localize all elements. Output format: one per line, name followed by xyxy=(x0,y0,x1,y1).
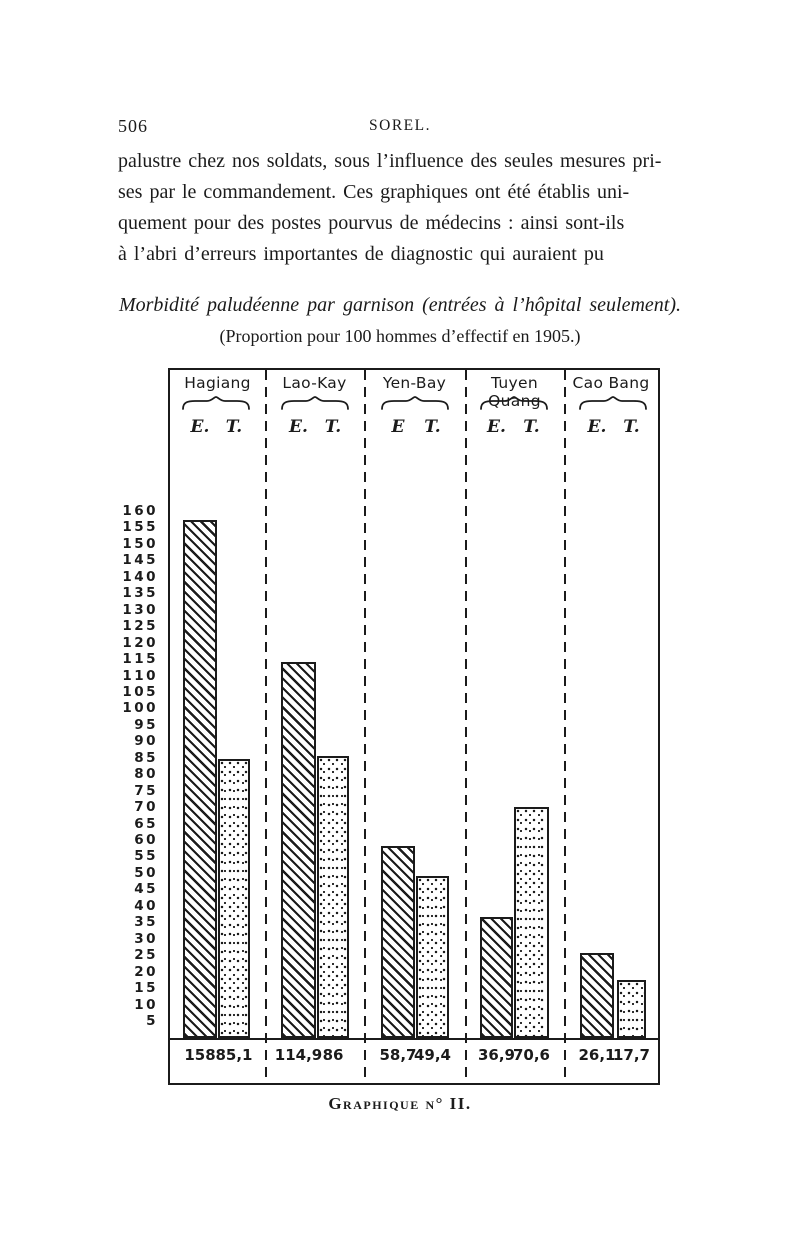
column-header-hagiang: Hagiang xyxy=(184,374,251,392)
y-tick-label: 110 xyxy=(122,667,158,684)
brace-icon xyxy=(182,396,250,410)
bar-cao-bang-e xyxy=(580,952,614,1038)
y-tick-label: 15 xyxy=(134,980,158,997)
brace-icon xyxy=(480,396,548,410)
y-tick-label: 130 xyxy=(122,601,158,618)
y-tick-label: 45 xyxy=(134,881,158,898)
y-tick-label: 85 xyxy=(134,749,158,766)
y-tick-label: 155 xyxy=(122,519,158,536)
y-tick-label: 80 xyxy=(134,766,158,783)
column-header-yen-bay: Yen-Bay xyxy=(382,374,447,392)
column-separator xyxy=(364,370,366,1083)
bar-cao-bang-t xyxy=(617,980,646,1038)
paragraph-line: ses par le commandement. Ces graphiques … xyxy=(118,181,630,203)
bar-hagiang-t xyxy=(218,759,250,1038)
y-tick-label: 5 xyxy=(146,1012,158,1029)
figure-title: Morbidité paludéenne par garnison (entré… xyxy=(118,294,681,316)
y-tick-label: 145 xyxy=(122,552,158,569)
y-tick-label: 135 xyxy=(122,585,158,602)
paragraph-line: palustre chez nos soldats, sous l’influe… xyxy=(118,150,662,172)
brace-icon xyxy=(579,396,647,410)
value-hagiang-t: 85,1 xyxy=(215,1046,253,1064)
chart-baseline xyxy=(170,1038,658,1040)
y-axis-tick-labels: 160 155 150 145 140 135 130 125 120 115 110 105 100 9… xyxy=(98,370,158,1083)
y-tick-label: 20 xyxy=(134,963,158,980)
paragraph-line: quement pour des postes pourvus de médec… xyxy=(118,212,625,234)
y-tick-label: 65 xyxy=(134,815,158,832)
figure-subtitle: (Proportion pour 100 hommes d’effectif e… xyxy=(219,326,581,346)
y-tick-label: 160 xyxy=(122,503,158,519)
brace-icon xyxy=(281,396,349,410)
y-tick-label: 55 xyxy=(134,848,158,865)
value-lao-kay-e: 114,9 xyxy=(274,1046,323,1064)
series-label-t: T. xyxy=(225,417,243,437)
value-tuyen-quang-t: 70,6 xyxy=(512,1046,550,1064)
column-separator xyxy=(265,370,267,1083)
column-header-cao-bang: Cao Bang xyxy=(572,374,650,392)
page-number: 506 xyxy=(118,116,148,136)
y-tick-label: 140 xyxy=(122,568,158,585)
bar-tuyen-quang-e xyxy=(480,917,513,1038)
column-header-lao-kay: Lao-Kay xyxy=(282,374,347,392)
y-tick-label: 125 xyxy=(122,618,158,635)
bar-yen-bay-t xyxy=(416,876,449,1038)
y-tick-label: 25 xyxy=(134,947,158,964)
y-tick-label: 120 xyxy=(122,634,158,651)
bar-lao-kay-t xyxy=(317,756,349,1038)
value-cao-bang-t: 17,7 xyxy=(612,1046,650,1064)
y-tick-label: 105 xyxy=(122,683,158,700)
series-label-e: E. xyxy=(289,417,308,437)
series-label-e: E. xyxy=(190,417,210,437)
series-label-t: T. xyxy=(523,417,540,437)
y-tick-label: 30 xyxy=(134,930,158,947)
bar-yen-bay-e xyxy=(381,845,415,1038)
y-tick-label: 35 xyxy=(134,914,158,931)
value-hagiang-e: 158 xyxy=(184,1046,216,1064)
column-separator xyxy=(564,370,566,1083)
paragraph-line: à l’abri d’erreurs importantes de diagno… xyxy=(118,243,604,265)
column-separator xyxy=(465,370,467,1083)
y-tick-label: 60 xyxy=(134,832,158,848)
y-tick-label: 115 xyxy=(122,651,158,668)
series-label-e: E. xyxy=(487,417,506,437)
bar-hagiang-e xyxy=(183,520,217,1038)
value-yen-bay-e: 58,7 xyxy=(379,1046,417,1064)
bar-tuyen-quang-t xyxy=(514,806,549,1038)
series-label-t: T. xyxy=(623,417,640,437)
y-tick-label: 95 xyxy=(134,716,158,733)
chart-frame: Hagiang Lao-Kay Yen-Bay Tuyen Quang Cao … xyxy=(168,368,660,1085)
y-tick-label: 70 xyxy=(134,799,158,816)
y-tick-label: 50 xyxy=(134,864,158,881)
series-label-t: T. xyxy=(324,417,342,437)
series-label-e: E. xyxy=(587,417,607,437)
y-tick-label: 150 xyxy=(122,535,158,552)
bar-lao-kay-e xyxy=(281,661,316,1038)
value-lao-kay-t: 86 xyxy=(322,1046,344,1064)
y-tick-label: 40 xyxy=(134,897,158,914)
y-tick-label: 10 xyxy=(134,996,158,1013)
figure-caption: Graphique n° II. xyxy=(328,1094,472,1113)
value-tuyen-quang-e: 36,9 xyxy=(477,1046,515,1064)
brace-icon xyxy=(381,396,449,410)
body-paragraph: palustre chez nos soldats, sous l’influe… xyxy=(118,146,688,270)
series-label-e: E xyxy=(391,417,405,437)
y-tick-label: 100 xyxy=(122,700,158,717)
series-label-t: T. xyxy=(424,417,441,437)
running-head: SOREL. xyxy=(369,117,431,134)
y-tick-label: 90 xyxy=(134,733,158,750)
value-cao-bang-e: 26,1 xyxy=(578,1046,616,1064)
value-yen-bay-t: 49,4 xyxy=(413,1046,451,1064)
y-tick-label: 75 xyxy=(134,782,158,799)
column-header-tuyen-quang: Tuyen Quang xyxy=(488,374,541,410)
